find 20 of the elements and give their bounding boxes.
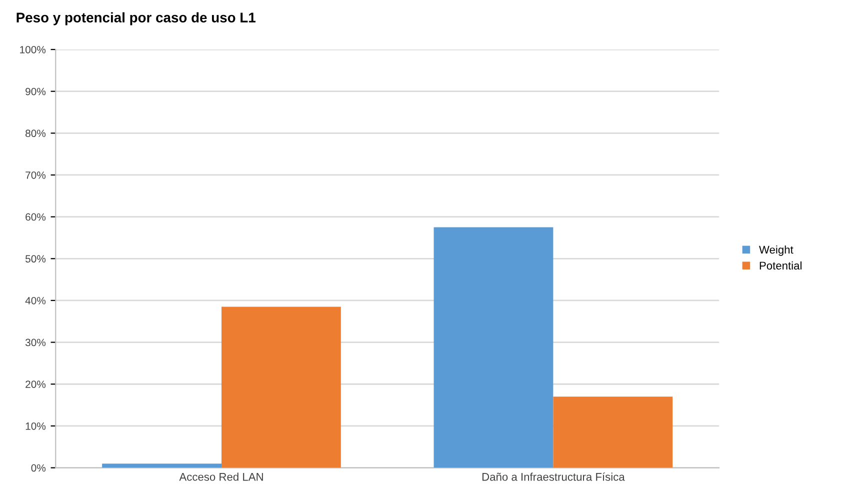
y-tick-label: 0% (31, 464, 46, 472)
chart-title: Peso y potencial por caso de uso L1 (16, 12, 256, 26)
x-tick-label: Acceso Red LAN (179, 472, 263, 481)
y-tick-label: 40% (25, 296, 46, 304)
bar (102, 464, 222, 468)
y-tick-label: 20% (26, 380, 46, 388)
y-tick-label: 70% (26, 171, 46, 179)
legend-label: Potential (760, 261, 802, 270)
y-tick-label: 60% (26, 213, 46, 221)
y-tick-label: 90% (26, 88, 46, 96)
bar (553, 396, 673, 468)
y-tick-label: 100% (20, 46, 46, 54)
y-tick-label: 50% (25, 255, 46, 263)
y-tick-label: 80% (26, 130, 46, 138)
y-tick-label: 30% (25, 338, 46, 346)
bar (221, 306, 341, 468)
legend-label: Weight (759, 246, 794, 256)
bar (434, 227, 554, 468)
y-tick-label: 10% (26, 422, 46, 430)
x-tick-label: Daño a Infraestructura Física (482, 472, 625, 481)
